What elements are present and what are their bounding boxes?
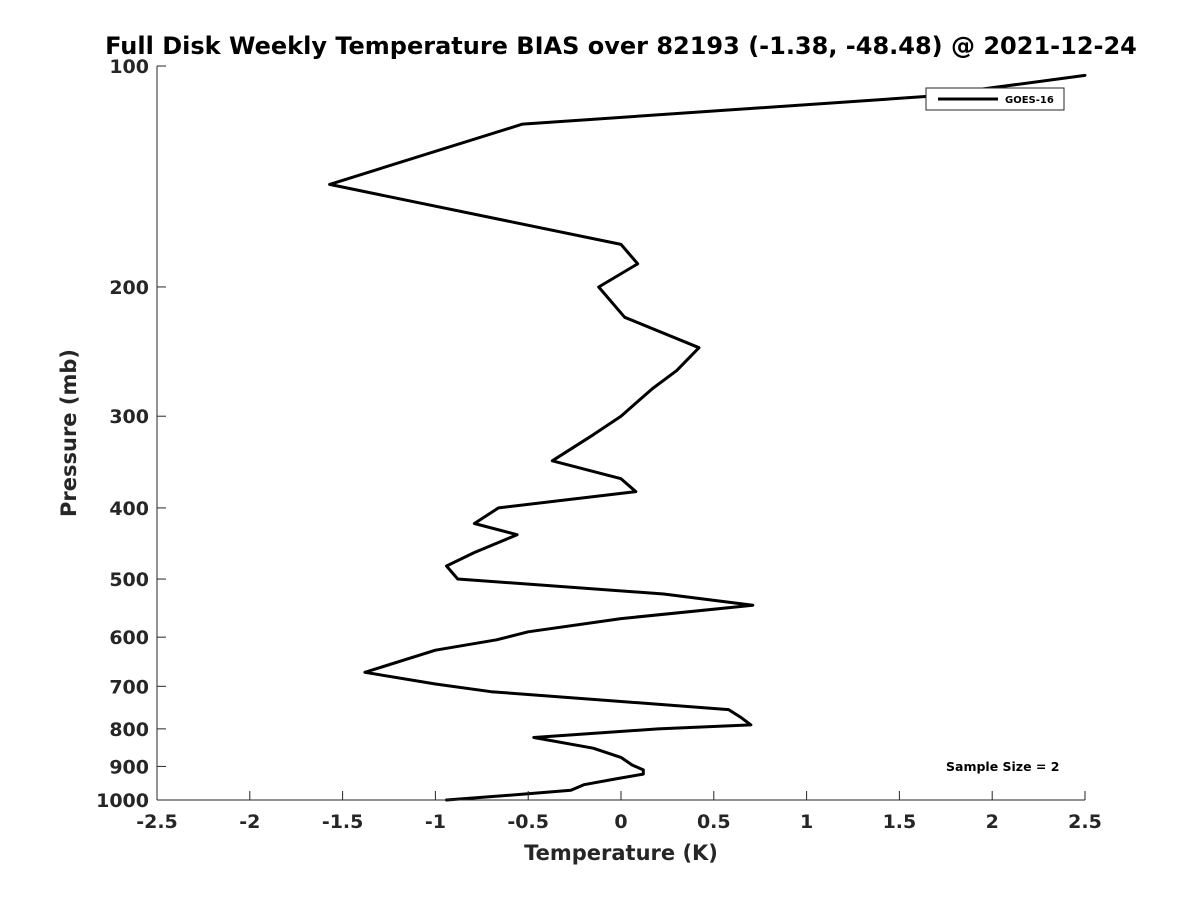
x-axis-label: Temperature (K): [524, 841, 718, 865]
y-tick-label: 500: [109, 569, 149, 591]
x-tick-label: -1.5: [322, 811, 364, 833]
x-tick-label: 2.5: [1068, 811, 1102, 833]
y-axis-ticks: 100 200 300 400 500 600 700 800 900 1000: [96, 56, 166, 812]
x-tick-label: -1: [425, 811, 446, 833]
plot-area: [157, 66, 1085, 800]
legend-entry-goes-16: GOES-16: [1005, 95, 1054, 106]
x-tick-label: -0.5: [507, 811, 549, 833]
y-tick-label: 1000: [96, 790, 149, 812]
y-tick-label: 100: [109, 56, 149, 78]
y-tick-label: 300: [109, 406, 149, 428]
x-tick-label: 2: [986, 811, 999, 833]
x-tick-label: 0.5: [697, 811, 731, 833]
y-tick-label: 600: [109, 627, 149, 649]
sample-size-annotation: Sample Size = 2: [946, 759, 1059, 774]
y-tick-label: 400: [109, 498, 149, 520]
y-axis-label: Pressure (mb): [57, 349, 81, 517]
series-line-goes-16: [328, 73, 1087, 802]
x-tick-label: 1.5: [883, 811, 917, 833]
y-tick-label: 200: [109, 277, 149, 299]
y-tick-label: 700: [109, 676, 149, 698]
y-tick-label: 900: [109, 756, 149, 778]
y-tick-label: 800: [109, 719, 149, 741]
legend: GOES-16: [925, 87, 1065, 111]
chart-title: Full Disk Weekly Temperature BIAS over 8…: [105, 32, 1137, 60]
x-axis-ticks: -2.5 -2 -1.5 -1 -0.5 0 0.5 1 1.5 2 2.5: [136, 791, 1102, 833]
x-tick-label: 1: [800, 811, 813, 833]
x-tick-label: -2: [239, 811, 260, 833]
x-tick-label: -2.5: [136, 811, 178, 833]
x-tick-label: 0: [614, 811, 627, 833]
